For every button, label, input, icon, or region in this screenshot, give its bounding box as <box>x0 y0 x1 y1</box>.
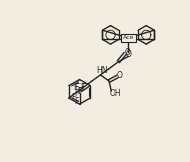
Text: O: O <box>117 71 123 80</box>
Text: F: F <box>74 83 79 92</box>
Text: F: F <box>81 83 86 92</box>
Text: O: O <box>125 48 131 57</box>
Text: F: F <box>77 87 82 96</box>
Text: OH: OH <box>109 89 121 98</box>
Text: F: F <box>77 87 82 96</box>
Text: Ace: Ace <box>123 35 134 40</box>
Text: F: F <box>74 83 78 92</box>
Text: F: F <box>74 89 78 98</box>
Text: F: F <box>80 83 85 92</box>
Text: C: C <box>77 80 81 85</box>
Text: O: O <box>125 50 131 59</box>
Text: HN: HN <box>97 66 108 75</box>
Text: F: F <box>71 93 75 102</box>
Text: F: F <box>74 97 78 106</box>
FancyBboxPatch shape <box>121 34 136 42</box>
